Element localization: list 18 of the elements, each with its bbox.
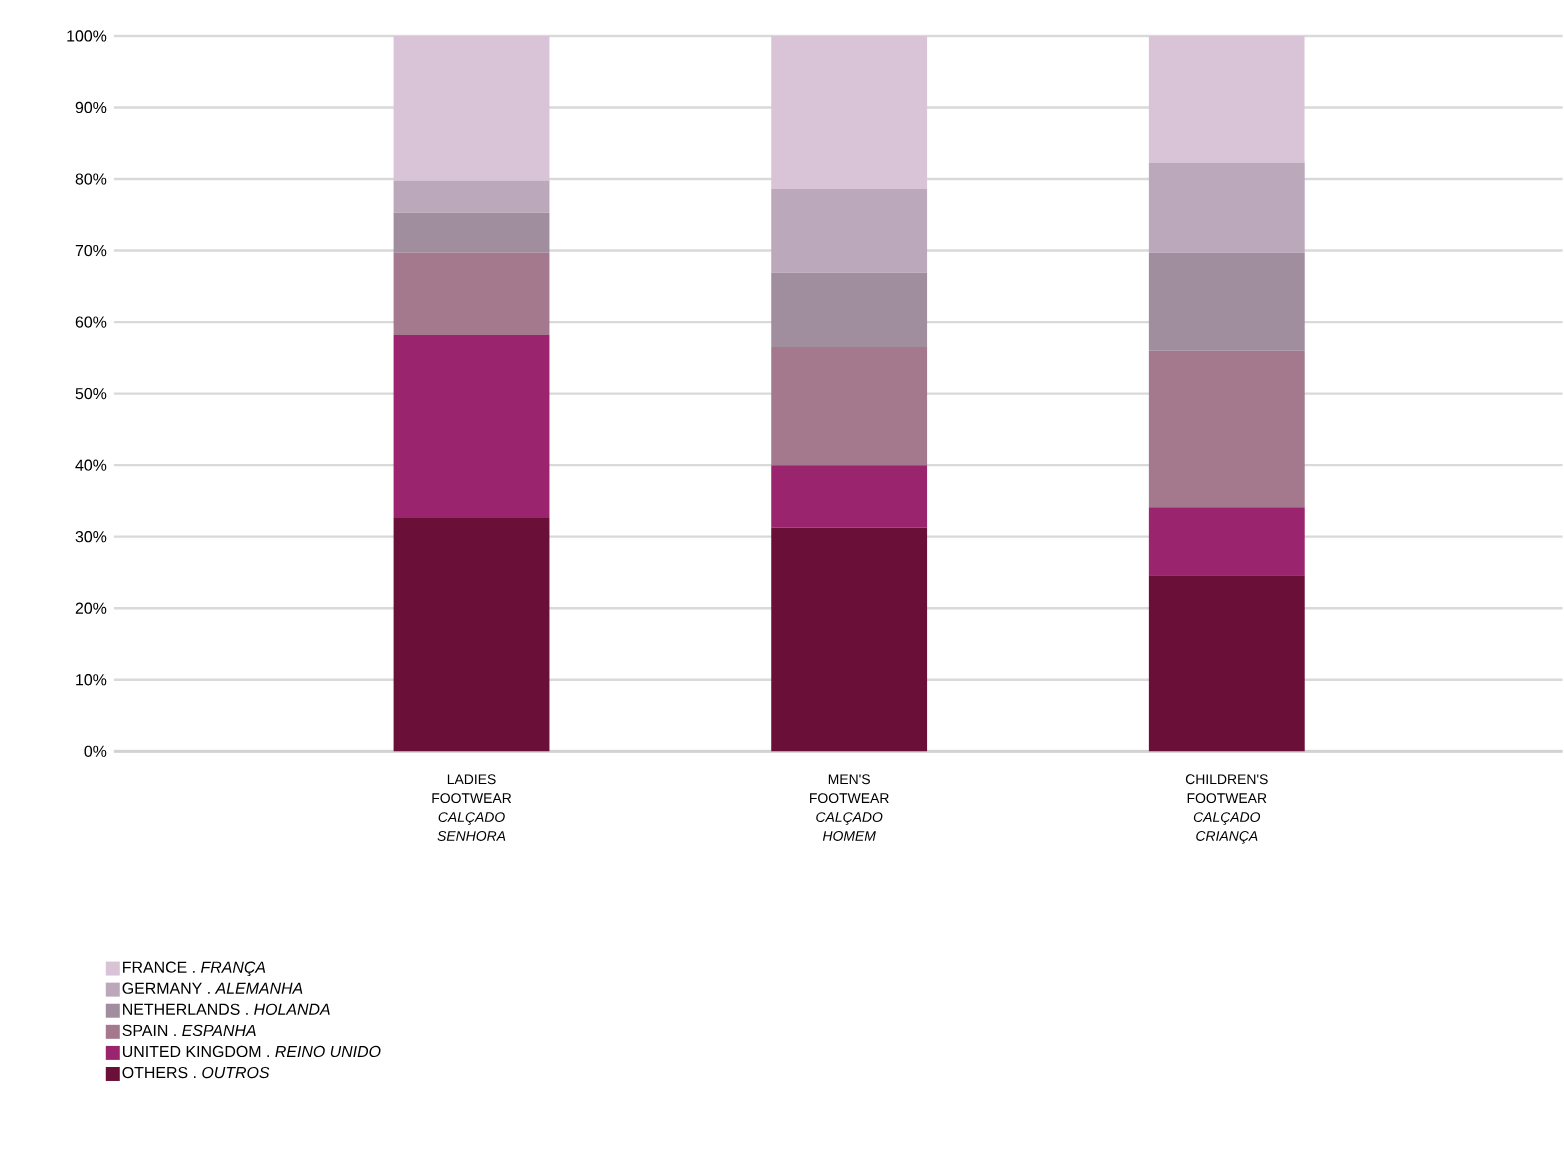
bar (1148, 506, 1305, 575)
bar (393, 334, 550, 518)
bar (393, 35, 550, 181)
bar (393, 212, 550, 253)
bar (393, 252, 550, 335)
bar (393, 180, 550, 213)
bar (1148, 574, 1305, 751)
bar (771, 272, 928, 347)
bar (771, 464, 928, 527)
bar (771, 35, 928, 189)
bar (1148, 35, 1305, 163)
bar (771, 526, 928, 751)
bar (393, 517, 550, 751)
bar (771, 346, 928, 465)
bar (1148, 162, 1305, 253)
bar (771, 188, 928, 273)
bar (1148, 252, 1305, 351)
bar (1148, 350, 1305, 507)
